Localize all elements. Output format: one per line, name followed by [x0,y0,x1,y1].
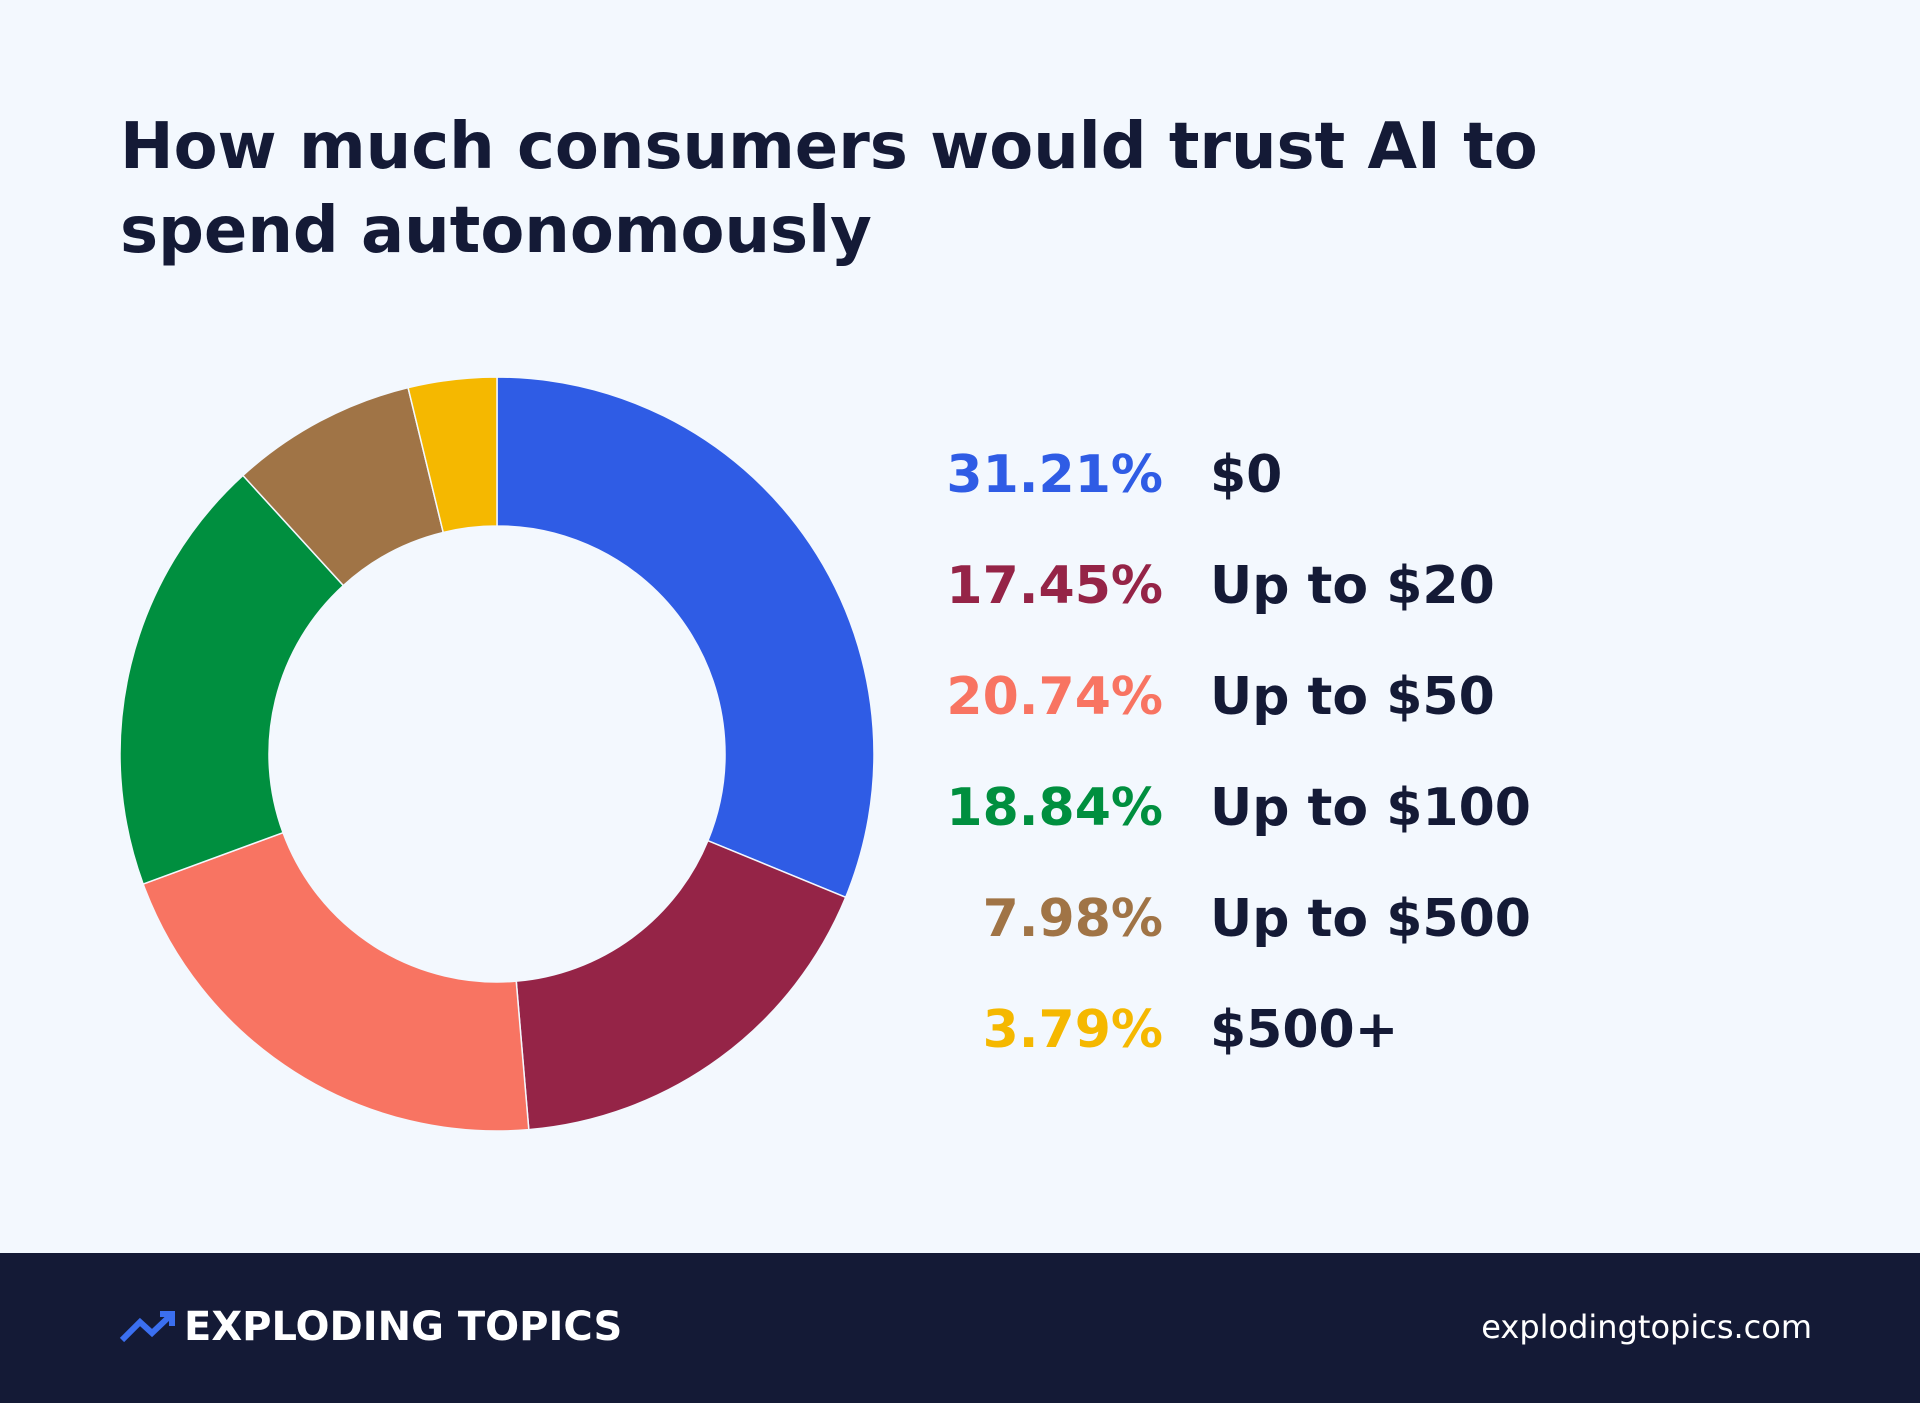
legend-label: $500+ [1210,1000,1398,1060]
legend-label: Up to $100 [1210,778,1531,838]
donut-slice [407,376,498,534]
footer [0,1253,1920,1403]
legend-value: 7.98% [983,889,1163,949]
legend-value: 31.21% [946,445,1163,505]
legend-label: $0 [1210,445,1282,505]
legend-label: Up to $500 [1210,889,1531,949]
legend-label: Up to $50 [1210,667,1495,727]
brand: EXPLODING TOPICS [184,1304,622,1350]
legend-value: 20.74% [946,667,1163,727]
donut-slice [119,474,345,886]
website: explodingtopics.com [1481,1308,1812,1346]
legend-value: 18.84% [946,778,1163,838]
chart-title: How much consumers would trust AI to spen… [120,110,1538,268]
logo-icon [119,1311,175,1343]
donut-slice [142,831,530,1132]
legend-value: 3.79% [983,1000,1163,1060]
legend-label: Up to $20 [1210,556,1495,616]
legend-value: 17.45% [946,556,1163,616]
donut-slice [515,839,847,1131]
donut-slice [496,376,875,899]
